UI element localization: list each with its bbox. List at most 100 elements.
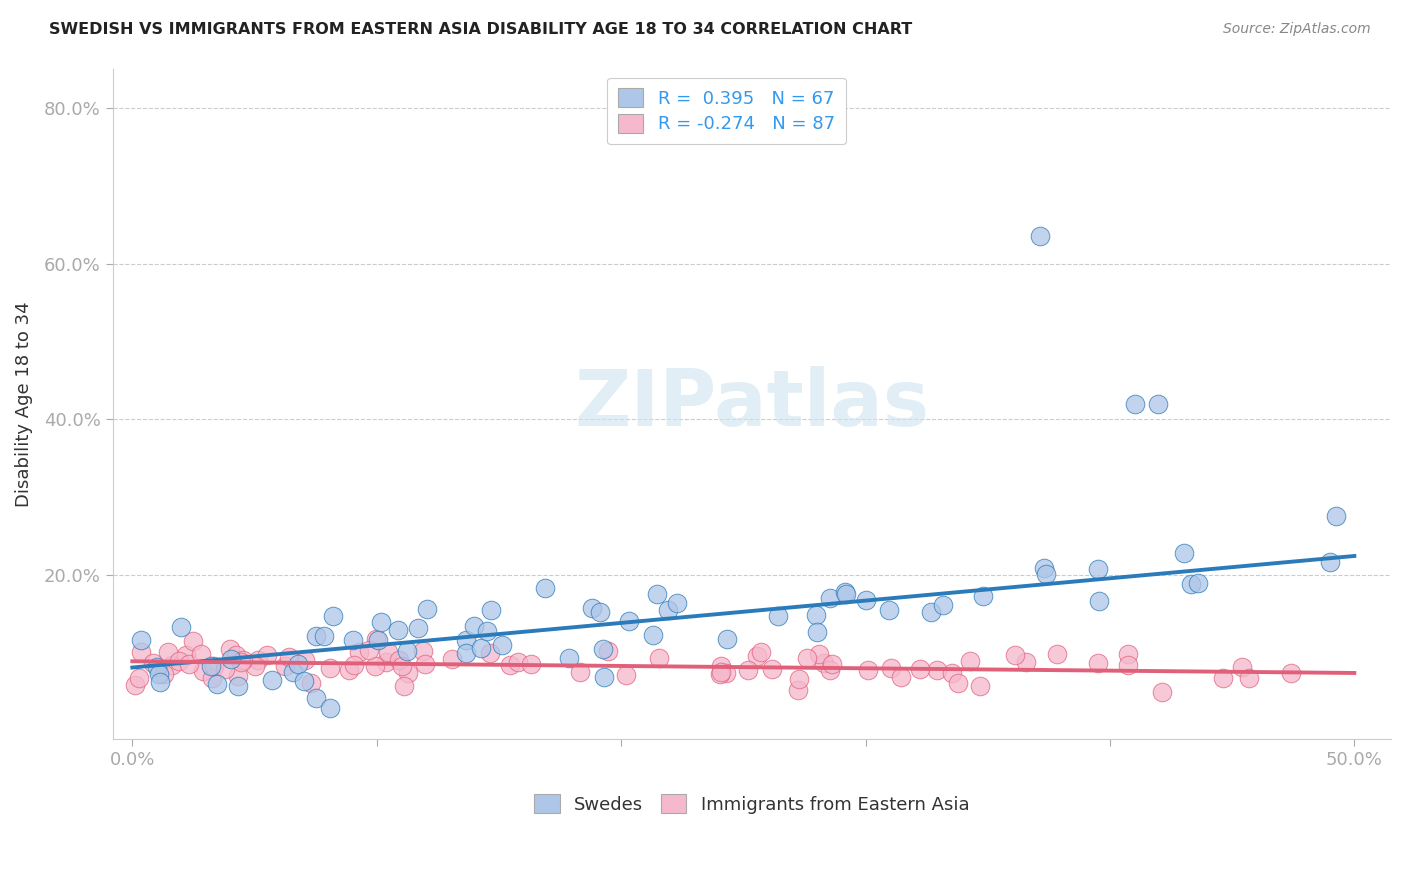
- Point: [818, 591, 841, 605]
- Point: [202, 659, 225, 673]
- Point: [880, 661, 903, 675]
- Point: [806, 624, 828, 639]
- Point: [948, 676, 970, 690]
- Point: [392, 679, 415, 693]
- Point: [225, 648, 247, 663]
- Point: [190, 647, 212, 661]
- Point: [475, 624, 498, 638]
- Point: [499, 658, 522, 673]
- Point: [665, 596, 688, 610]
- Point: [128, 671, 150, 685]
- Point: [749, 645, 772, 659]
- Point: [370, 615, 392, 629]
- Point: [470, 640, 492, 655]
- Point: [821, 657, 844, 672]
- Point: [232, 653, 254, 667]
- Point: [246, 653, 269, 667]
- Point: [406, 621, 429, 635]
- Point: [710, 665, 733, 680]
- Point: [256, 648, 278, 662]
- Point: [813, 657, 835, 671]
- Point: [1324, 509, 1347, 524]
- Point: [506, 655, 529, 669]
- Point: [218, 641, 240, 656]
- Point: [364, 632, 387, 647]
- Point: [412, 644, 434, 658]
- Point: [1123, 397, 1146, 411]
- Point: [941, 666, 963, 681]
- Point: [745, 648, 768, 663]
- Point: [177, 657, 200, 672]
- Point: [287, 657, 309, 671]
- Point: [786, 682, 808, 697]
- Point: [593, 670, 616, 684]
- Point: [131, 632, 153, 647]
- Point: [614, 667, 637, 681]
- Text: ZIPatlas: ZIPatlas: [575, 366, 929, 442]
- Point: [1046, 647, 1069, 661]
- Point: [710, 658, 733, 673]
- Point: [648, 651, 671, 665]
- Point: [596, 644, 619, 658]
- Text: Source: ZipAtlas.com: Source: ZipAtlas.com: [1223, 22, 1371, 37]
- Point: [796, 651, 818, 665]
- Point: [322, 608, 344, 623]
- Point: [152, 666, 174, 681]
- Point: [643, 627, 665, 641]
- Point: [294, 653, 316, 667]
- Point: [1212, 671, 1234, 685]
- Point: [388, 653, 411, 667]
- Point: [491, 638, 513, 652]
- Point: [391, 659, 413, 673]
- Point: [205, 677, 228, 691]
- Point: [463, 619, 485, 633]
- Point: [589, 606, 612, 620]
- Point: [260, 673, 283, 687]
- Point: [149, 674, 172, 689]
- Point: [396, 665, 419, 680]
- Point: [714, 666, 737, 681]
- Point: [520, 657, 543, 672]
- Point: [1116, 657, 1139, 672]
- Point: [416, 602, 439, 616]
- Point: [129, 645, 152, 659]
- Point: [972, 589, 994, 603]
- Point: [569, 665, 592, 679]
- Y-axis label: Disability Age 18 to 34: Disability Age 18 to 34: [15, 301, 32, 507]
- Point: [856, 663, 879, 677]
- Point: [174, 648, 197, 662]
- Point: [1180, 577, 1202, 591]
- Point: [169, 654, 191, 668]
- Point: [124, 678, 146, 692]
- Point: [375, 655, 398, 669]
- Point: [226, 679, 249, 693]
- Point: [592, 641, 614, 656]
- Point: [890, 670, 912, 684]
- Point: [932, 598, 955, 612]
- Point: [145, 660, 167, 674]
- Point: [737, 663, 759, 677]
- Point: [299, 675, 322, 690]
- Point: [969, 679, 991, 693]
- Point: [1116, 647, 1139, 661]
- Point: [367, 632, 389, 647]
- Point: [617, 614, 640, 628]
- Point: [314, 629, 336, 643]
- Point: [479, 646, 502, 660]
- Point: [243, 659, 266, 673]
- Point: [304, 691, 326, 706]
- Point: [1087, 593, 1109, 607]
- Point: [479, 603, 502, 617]
- Point: [281, 665, 304, 679]
- Point: [342, 632, 364, 647]
- Point: [1146, 397, 1168, 411]
- Point: [877, 603, 900, 617]
- Point: [557, 651, 579, 665]
- Point: [716, 632, 738, 646]
- Point: [806, 608, 828, 623]
- Point: [808, 648, 831, 662]
- Point: [364, 659, 387, 673]
- Point: [1087, 562, 1109, 576]
- Point: [396, 643, 419, 657]
- Point: [343, 657, 366, 672]
